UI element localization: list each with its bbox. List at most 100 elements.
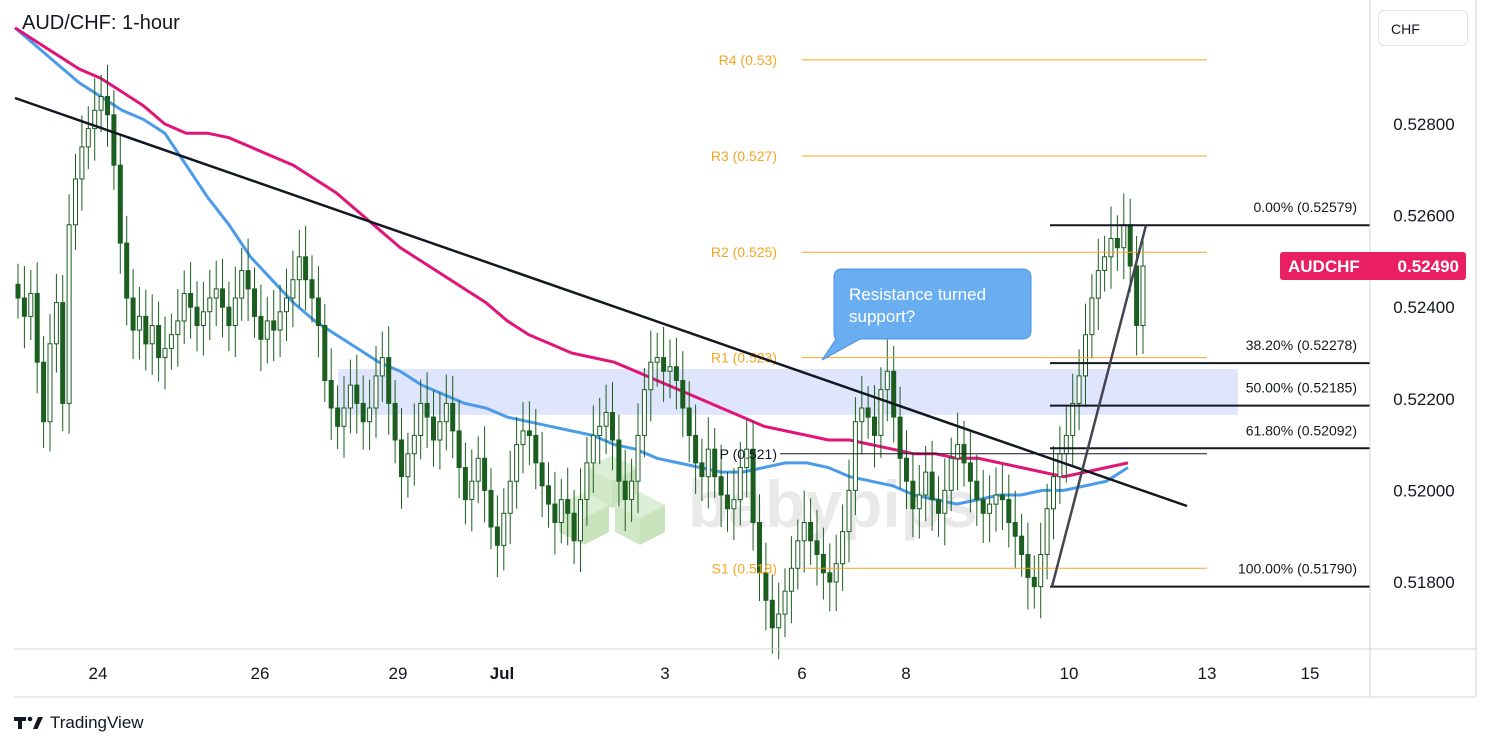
candle [507,450,513,544]
candle-body [60,302,66,404]
candle [693,404,699,494]
candle [763,542,769,631]
candle [226,281,232,352]
candle [616,414,622,507]
candle [731,468,737,541]
candle [514,417,520,509]
tradingview-label: TradingView [50,713,144,732]
support-resistance-zone [338,369,1238,415]
currency-button[interactable]: CHF [1378,10,1468,46]
candle [974,454,980,526]
candle [79,115,85,211]
candle-body [737,467,743,501]
candle-body [130,297,136,331]
descending-trendline [14,96,1188,508]
candle [264,296,270,364]
candle-body [884,370,890,391]
time-tick-label: 15 [1301,664,1320,683]
candle [725,472,730,532]
candle [558,478,564,544]
candle-body [28,293,34,317]
badge-price: 0.52490 [1398,257,1459,276]
time-axis[interactable]: 24 26 29 Jul 3 6 8 10 13 15 [89,664,1320,683]
candle-body [1031,576,1037,588]
candle [539,431,545,517]
candle-body [335,407,341,427]
candle [673,337,679,410]
candle-body [980,499,986,514]
candle [629,458,635,522]
candle-body [347,384,353,409]
fib-level-label: 38.20% (0.52278) [1246,337,1357,353]
pivot-level-label: R4 (0.53) [719,52,777,68]
candle [469,449,475,532]
price-tick-label: 0.52800 [1393,115,1454,134]
candle [1051,446,1056,540]
candle-body [322,325,328,381]
candle-body [66,224,72,404]
candle [245,238,251,321]
candle [207,269,213,341]
candle [194,281,200,352]
candle-body [386,357,392,404]
candle-body [590,434,596,464]
candle [788,536,794,624]
candle [597,397,603,464]
candle [891,346,897,443]
candle-body [53,302,59,345]
candle [213,260,219,327]
candle [111,90,117,190]
candle-body [136,315,142,331]
candle [750,421,756,551]
candle-body [341,407,347,427]
tradingview-logo[interactable]: TradingView [14,712,144,734]
candle [1108,206,1114,289]
candle-body [79,146,85,180]
candle-body [1102,256,1108,271]
candle-body [757,522,762,574]
candle-body [1134,265,1140,326]
chart-title: AUD/CHF: 1-hour [22,12,180,34]
price-axis[interactable]: 0.52800 0.52600 0.52400 0.52200 0.52000 0.518… [1393,115,1454,592]
time-tick-label: 13 [1198,664,1217,683]
candle [533,409,539,490]
pivot-level-label: P (0.521) [720,446,777,462]
candle [105,64,110,147]
candle-body [597,425,603,436]
candle [239,247,245,321]
candle-body [303,256,309,281]
candle [641,367,647,458]
candle-body [98,96,104,111]
candle [884,339,890,422]
candle-body [693,434,699,464]
candle [482,426,488,523]
candle-body [188,293,194,308]
candle [654,333,660,387]
candle-body [948,457,954,491]
candle-body [73,178,78,226]
candle [705,417,711,509]
candle [801,490,807,573]
candle-body [469,480,475,501]
candle [520,402,526,474]
moving-average-slow [14,26,1129,479]
candle-body [1057,453,1063,478]
candle-body [769,599,775,629]
candle-body [878,389,884,436]
candle-body [367,407,373,423]
candle-body [936,499,941,514]
candle [904,430,909,510]
last-price-badge[interactable]: AUDCHF 0.52490 [1280,251,1466,280]
time-tick-label: Jul [490,664,515,683]
candle-body [1025,554,1031,578]
candle-body [1083,334,1088,377]
candle [41,335,47,448]
candle-body [450,402,456,432]
candle-body [437,421,443,441]
candle [47,314,53,452]
candle-body [833,563,839,583]
candle-body [993,494,999,505]
candle-body [744,448,750,469]
candle [462,442,468,525]
